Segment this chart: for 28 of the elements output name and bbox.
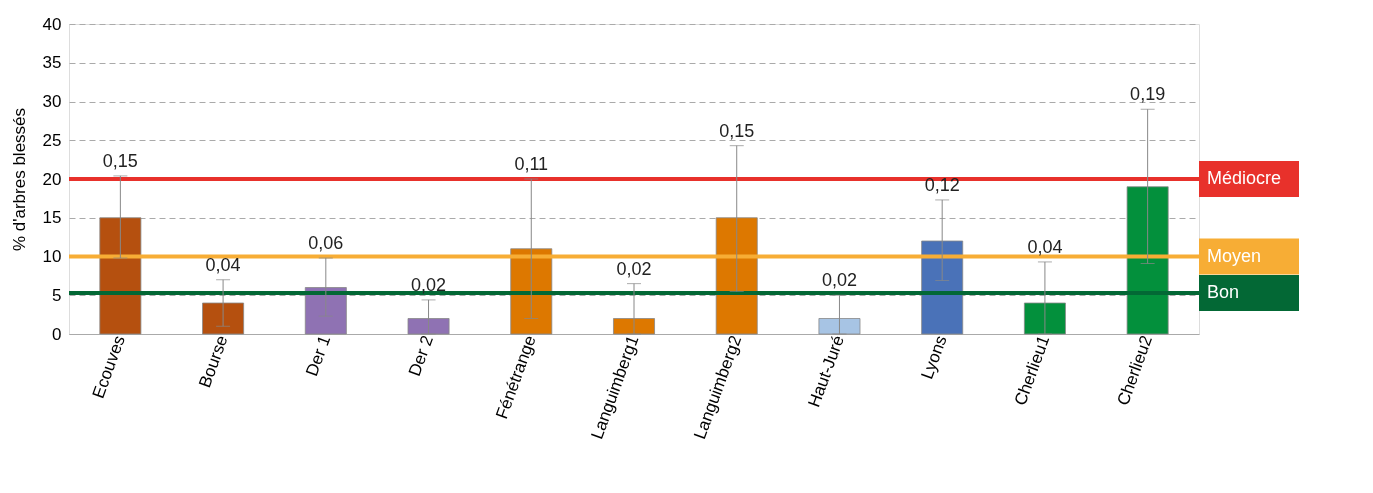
x-tick-label: Der 1	[302, 333, 335, 379]
ref-line-label: Bon	[1207, 281, 1240, 302]
y-tick-label: 5	[52, 285, 62, 305]
annotation: 0,12	[924, 174, 960, 195]
y-tick-label: 15	[42, 208, 62, 228]
annotation: 0,19	[1130, 84, 1166, 105]
x-tick-label: Bourse	[195, 333, 232, 391]
y-tick-label: 20	[42, 169, 62, 189]
y-tick-label: 35	[42, 53, 62, 73]
annotation: 0,11	[514, 154, 549, 174]
y-axis-title: % d'arbres blessés	[9, 107, 29, 252]
annotation: 0,15	[102, 150, 138, 171]
annotation: 0,02	[411, 274, 447, 295]
y-tick-label: 40	[42, 14, 62, 34]
ref-line-label: Médiocre	[1207, 168, 1282, 188]
y-tick-label: 0	[52, 324, 62, 344]
annotation: 0,02	[821, 270, 857, 291]
annotation: 0,02	[616, 258, 652, 279]
x-tick-label: Lyons	[917, 333, 951, 382]
y-tick-label: 30	[42, 92, 62, 111]
ref-line-label: Moyen	[1207, 245, 1262, 266]
y-tick-label: 25	[42, 130, 62, 150]
annotation: 0,06	[308, 233, 344, 254]
annotation: 0,04	[205, 254, 241, 275]
annotation: 0,04	[1027, 236, 1063, 257]
x-tick-label: Der 2	[404, 333, 437, 379]
annotation: 0,15	[719, 120, 755, 141]
y-tick-label: 10	[42, 247, 62, 266]
